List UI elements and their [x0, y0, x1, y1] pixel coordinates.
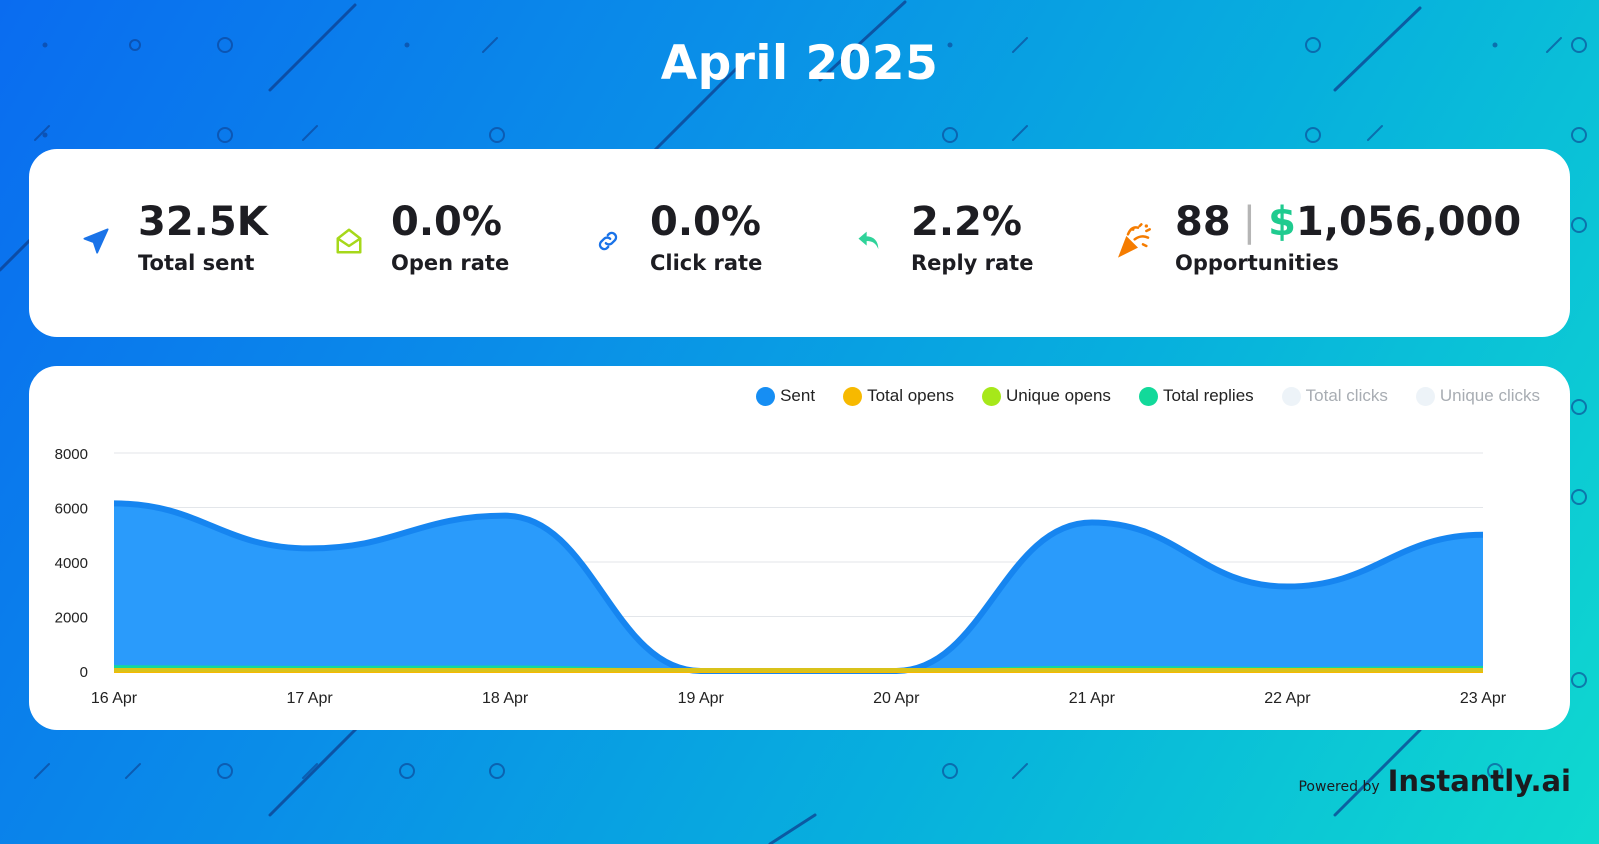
legend-label: Unique clicks [1439, 386, 1540, 405]
opportunities-count: 88 [1175, 199, 1231, 245]
legend-dot [1138, 386, 1158, 406]
legend-dot [982, 386, 1002, 406]
stat-reply-rate: 2.2% Reply rate [847, 199, 1033, 275]
x-tick-label: 20 Apr [873, 690, 920, 707]
x-tick-label: 23 Apr [1460, 690, 1507, 707]
stat-open-rate: 0.0% Open rate [327, 199, 509, 275]
legend-label: Total clicks [1305, 386, 1388, 405]
powered-by-text: Powered by [1298, 779, 1380, 795]
y-tick-label: 8000 [55, 446, 88, 463]
page-title: April 2025 [660, 36, 939, 91]
area-chart: 0 2000 4000 6000 8000 16 Apr 17 Apr 18 Apr 19 Ap… [55, 446, 1507, 707]
x-tick-label: 18 Apr [482, 690, 529, 707]
x-tick-label: 16 Apr [91, 690, 138, 707]
y-tick-label: 0 [80, 664, 88, 681]
legend-dot [843, 386, 863, 406]
click-rate-label: Click rate [650, 251, 763, 275]
legend-label: Sent [780, 386, 816, 405]
link-icon [586, 219, 630, 263]
legend-dot [1415, 386, 1435, 406]
legend-label: Total replies [1162, 386, 1254, 405]
y-tick-label: 4000 [55, 555, 88, 572]
x-tick-label: 22 Apr [1264, 690, 1311, 707]
legend-label: Unique opens [1006, 386, 1111, 405]
send-icon [74, 219, 118, 263]
stats-card: 32.5K Total sent 0.0% Open rate 0.0% Cli… [29, 149, 1570, 337]
legend-item-unique-clicks[interactable]: Unique clicks [1415, 386, 1540, 406]
x-tick-label: 21 Apr [1069, 690, 1116, 707]
total-sent-value: 32.5K [138, 199, 268, 245]
click-rate-value: 0.0% [650, 199, 761, 245]
y-tick-label: 6000 [55, 501, 88, 518]
y-tick-label: 2000 [55, 610, 88, 627]
legend-item-sent[interactable]: Sent [756, 386, 815, 406]
party-popper-icon [1111, 219, 1155, 263]
stat-total-sent: 32.5K Total sent [74, 199, 268, 275]
legend-dot [756, 386, 776, 406]
x-tick-label: 19 Apr [678, 690, 725, 707]
reply-icon [847, 219, 891, 263]
area-sent [114, 503, 1483, 671]
legend-label: Total opens [867, 386, 955, 405]
legend-item-unique-opens[interactable]: Unique opens [982, 386, 1111, 406]
open-rate-value: 0.0% [391, 199, 502, 245]
opportunities-label: Opportunities [1175, 251, 1339, 275]
legend-dot [1281, 386, 1301, 406]
x-tick-label: 17 Apr [286, 690, 333, 707]
powered-by-footer: Powered by Instantly.ai [1298, 764, 1571, 798]
legend-item-total-opens[interactable]: Total opens [843, 386, 954, 406]
total-sent-label: Total sent [138, 251, 255, 275]
chart-card: 0 2000 4000 6000 8000 16 Apr 17 Apr 18 Apr 19 Ap… [29, 366, 1570, 730]
opportunities-amount: 1,056,000 [1296, 199, 1522, 245]
legend-item-total-clicks[interactable]: Total clicks [1281, 386, 1388, 406]
separator: | [1242, 199, 1257, 245]
brand-logo: Instantly.ai [1387, 764, 1571, 798]
opportunities-value: 88 | $1,056,000 [1175, 199, 1521, 245]
legend-item-total-replies[interactable]: Total replies [1138, 386, 1254, 406]
open-rate-label: Open rate [391, 251, 510, 275]
reply-rate-label: Reply rate [911, 251, 1034, 275]
stat-click-rate: 0.0% Click rate [586, 199, 762, 275]
reply-rate-value: 2.2% [911, 199, 1022, 245]
currency-symbol: $ [1268, 199, 1296, 245]
open-envelope-icon [327, 219, 371, 263]
chart-legend: Sent Total opens Unique opens Total repl… [756, 386, 1540, 406]
stat-opportunities: 88 | $1,056,000 Opportunities [1111, 199, 1521, 275]
